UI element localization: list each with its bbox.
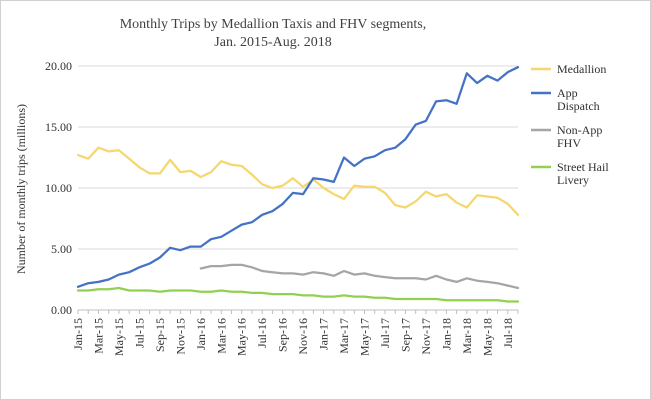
x-tick-label: Sep-15 [153, 318, 167, 352]
x-tick-label: Sep-16 [276, 318, 290, 352]
x-tick-label: Jul-17 [378, 318, 392, 348]
x-tick-label: Jan-16 [194, 318, 208, 350]
x-tick-label: Mar-17 [337, 318, 351, 354]
x-tick-label: Nov-17 [419, 318, 433, 355]
x-tick-label: Jul-16 [255, 318, 269, 348]
x-tick-label: Jul-15 [132, 318, 146, 348]
legend-label: Dispatch [557, 99, 600, 113]
chart-title-line-2: Jan. 2015-Aug. 2018 [214, 35, 331, 50]
x-tick-label: Mar-15 [91, 318, 105, 354]
legend-label: Livery [557, 173, 589, 187]
series-line-medallion [76, 146, 520, 216]
x-tick-label: Nov-16 [296, 318, 310, 355]
x-tick-label: Jan-18 [439, 318, 453, 350]
x-tick-label: Jan-17 [317, 318, 331, 350]
x-tick-label: Jul-18 [501, 318, 515, 348]
legend-label: Street Hail [557, 160, 609, 174]
x-tick-label: Mar-18 [460, 318, 474, 354]
legend-label: App [557, 86, 578, 100]
x-tick-label: May-17 [358, 318, 372, 356]
chart-title-line-1: Monthly Trips by Medallion Taxis and FHV… [120, 17, 427, 32]
y-tick-label: 10.00 [45, 181, 72, 195]
y-tick-label: 0.00 [51, 303, 72, 317]
x-tick-label: Jan-15 [71, 318, 85, 350]
series-line-non-app-fhv [199, 263, 520, 290]
x-tick-label: Mar-16 [214, 318, 228, 354]
axis-layer: 0.00 5.00 10.00 15.00 20.00 Jan-15 Mar-15 May-1… [45, 59, 519, 356]
legend-label: Medallion [557, 62, 606, 76]
series-line-app-dispatch [76, 66, 520, 288]
y-axis-label: Number of monthly trips (millions) [14, 104, 28, 274]
series-layer [76, 66, 520, 303]
legend-label: Non-App [557, 123, 602, 137]
x-tick-label: May-15 [112, 318, 126, 356]
grid-layer [78, 65, 518, 311]
x-tick-label: May-16 [235, 318, 249, 356]
y-tick-label: 15.00 [45, 120, 72, 134]
legend-label: FHV [557, 136, 581, 150]
x-tick-label: Nov-15 [173, 318, 187, 355]
y-tick-label: 20.00 [45, 59, 72, 73]
x-tick-label: May-18 [480, 318, 494, 356]
x-tick-label: Sep-17 [398, 318, 412, 352]
series-line-street-hail-livery [76, 286, 520, 303]
y-tick-label: 5.00 [51, 242, 72, 256]
